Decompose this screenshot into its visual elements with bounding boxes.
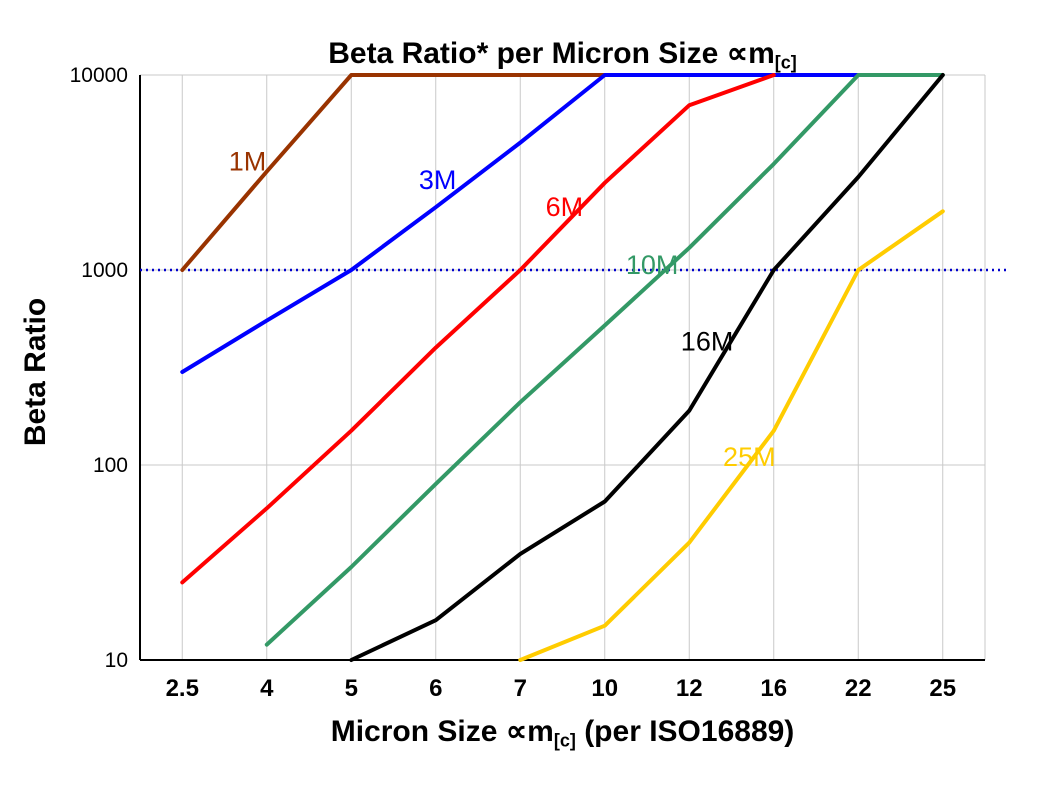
micron-symbol-x: ∝m xyxy=(505,715,554,748)
chart-title: Beta Ratio* per Micron Size ∝m[c] xyxy=(140,36,985,73)
series-label-25M: 25M xyxy=(723,442,776,472)
series-line-6M xyxy=(180,73,776,585)
chart-title-text: Beta Ratio* per Micron Size xyxy=(328,37,727,70)
y-tick-label: 10000 xyxy=(70,64,128,87)
x-tick-label: 7 xyxy=(514,675,527,702)
series-label-1M: 1M xyxy=(229,147,267,177)
y-tick-label: 1000 xyxy=(81,259,128,282)
y-tick-label: 10 xyxy=(105,649,128,672)
series-line-3M xyxy=(180,73,861,374)
x-tick-label: 22 xyxy=(845,675,872,702)
series-label-16M: 16M xyxy=(681,326,734,356)
series-label-6M: 6M xyxy=(546,192,584,222)
series-label-10M: 10M xyxy=(626,250,679,280)
series-line-16M xyxy=(349,73,945,662)
series-line-1M xyxy=(180,73,607,272)
micron-subscript-x: [c] xyxy=(553,730,576,751)
x-tick-label: 2.5 xyxy=(166,675,199,702)
x-tick-label: 25 xyxy=(929,675,956,702)
x-axis-title: Micron Size ∝m[c] (per ISO16889) xyxy=(140,714,985,751)
x-tick-label: 12 xyxy=(676,675,703,702)
y-tick-label: 100 xyxy=(93,454,128,477)
micron-subscript: [c] xyxy=(774,52,797,73)
series-line-10M xyxy=(264,73,945,647)
x-tick-label: 10 xyxy=(591,675,618,702)
x-tick-label: 4 xyxy=(260,675,274,702)
x-tick-label: 5 xyxy=(345,675,358,702)
micron-symbol: ∝m xyxy=(726,37,775,70)
x-axis-title-text: Micron Size xyxy=(330,715,506,748)
series-label-3M: 3M xyxy=(419,165,457,195)
x-tick-label: 6 xyxy=(429,675,442,702)
series-line-25M xyxy=(518,209,945,662)
x-axis-title-suffix: (per ISO16889) xyxy=(575,715,795,748)
x-tick-label: 16 xyxy=(760,675,787,702)
